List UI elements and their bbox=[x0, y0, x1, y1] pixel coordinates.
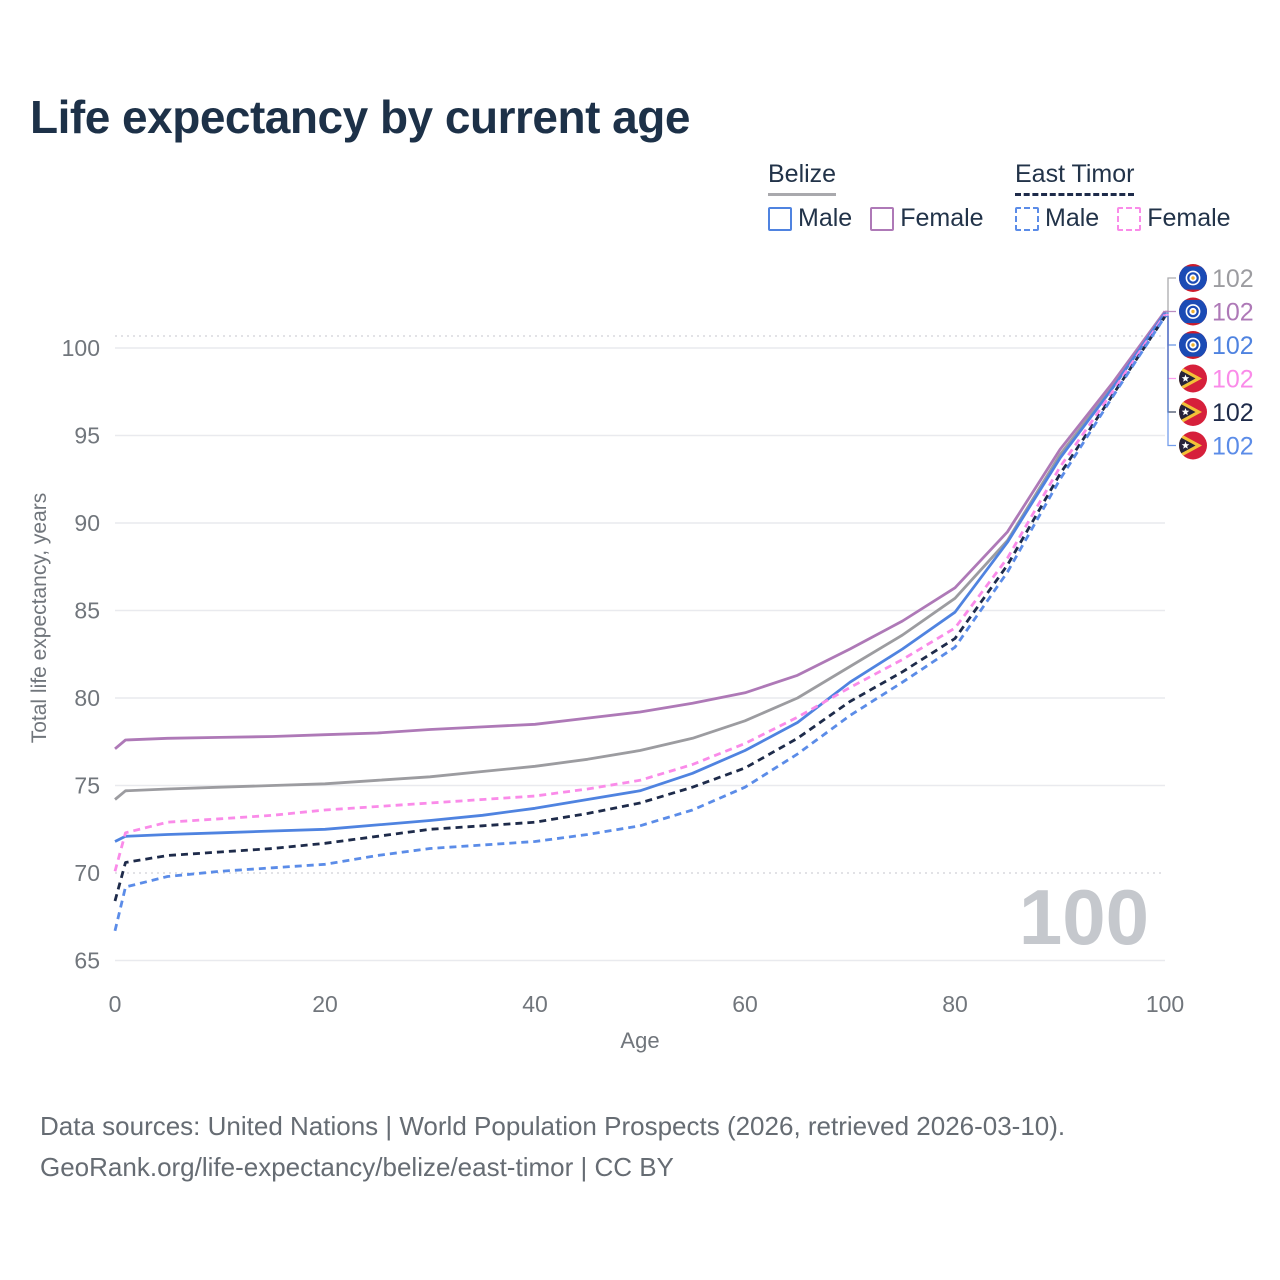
legend-group-underline bbox=[768, 193, 837, 196]
footer-data-sources: Data sources: United Nations | World Pop… bbox=[40, 1111, 1066, 1141]
legend-group-label: Belize bbox=[768, 160, 837, 188]
series-end-value-east-timor-female[interactable]: 102 bbox=[1212, 366, 1254, 394]
legend-group-east-timor: East Timor Male Female bbox=[1015, 160, 1231, 233]
legend-item-belize-female[interactable]: Female bbox=[870, 204, 984, 233]
legend-swatch-east-timor-male bbox=[1015, 206, 1039, 231]
x-tick-label: 0 bbox=[109, 991, 122, 1017]
y-tick-label: 100 bbox=[62, 335, 100, 361]
legend-swatch-belize-female bbox=[870, 206, 895, 231]
legend-group-label: East Timor bbox=[1015, 160, 1135, 188]
legend-group-title-belize[interactable]: Belize bbox=[768, 160, 837, 196]
y-axis-title: Total life expectancy, years bbox=[28, 493, 51, 744]
series-end-value-belize-male[interactable]: 102 bbox=[1212, 332, 1254, 360]
belize-flag-icon bbox=[1179, 331, 1207, 359]
series-end-value-east-timor-both-sexes[interactable]: 102 bbox=[1212, 399, 1254, 427]
series-end-value-east-timor-male[interactable]: 102 bbox=[1212, 433, 1254, 461]
series-line-east-timor-female[interactable] bbox=[113, 313, 1167, 872]
legend-group-belize: Belize Male Female bbox=[768, 160, 984, 233]
series-end-value-belize-both-sexes[interactable]: 102 bbox=[1212, 265, 1254, 293]
legend-swatch-east-timor-female bbox=[1117, 206, 1142, 231]
series-layer bbox=[113, 310, 1167, 932]
x-tick-label: 20 bbox=[312, 991, 338, 1017]
end-label-layer: 102 102 102 102 102 102 bbox=[1165, 264, 1254, 461]
legend-item-east-timor-male[interactable]: Male bbox=[1015, 204, 1099, 233]
east-timor-flag-icon bbox=[1179, 432, 1207, 460]
legend-item-east-timor-female[interactable]: Female bbox=[1117, 204, 1231, 233]
belize-flag-icon bbox=[1179, 264, 1207, 292]
y-tick-label: 85 bbox=[74, 598, 100, 624]
belize-flag-icon bbox=[1179, 298, 1207, 326]
series-line-belize-female[interactable] bbox=[114, 310, 1167, 750]
x-tick-label: 60 bbox=[732, 991, 758, 1017]
x-tick-label: 100 bbox=[1146, 991, 1184, 1017]
y-tick-label: 90 bbox=[74, 510, 100, 536]
y-tick-label: 65 bbox=[74, 948, 100, 974]
series-line-east-timor-both-sexes[interactable] bbox=[113, 315, 1167, 902]
x-axis-title: Age bbox=[620, 1028, 659, 1053]
east-timor-flag-icon bbox=[1179, 398, 1207, 426]
watermark-layer: 100 bbox=[1019, 873, 1149, 961]
end-label-leader bbox=[1165, 315, 1176, 413]
series-line-belize-male[interactable] bbox=[114, 312, 1167, 843]
y-tick-label: 75 bbox=[74, 773, 100, 799]
legend-item-belize-male[interactable]: Male bbox=[768, 204, 852, 233]
legend-item-label: Female bbox=[900, 204, 984, 232]
legend-group-underline bbox=[1015, 193, 1135, 196]
end-label-leader bbox=[1165, 315, 1176, 447]
legend-swatch-belize-male bbox=[768, 206, 792, 231]
legend-item-label: Female bbox=[1147, 204, 1231, 232]
axis-layer: 65 70 75 80 85 90 95 100 0 20 40 60 80 100 Age Total li… bbox=[28, 335, 1184, 1053]
y-tick-label: 70 bbox=[74, 860, 100, 886]
legend-item-label: Male bbox=[1045, 204, 1100, 232]
end-label-leader bbox=[1165, 314, 1176, 380]
page-title: Life expectancy by current age bbox=[30, 91, 690, 143]
footer-attribution: GeoRank.org/life-expectancy/belize/east-… bbox=[40, 1152, 674, 1182]
series-line-east-timor-male[interactable] bbox=[113, 315, 1167, 932]
y-tick-label: 80 bbox=[74, 685, 100, 711]
legend-item-label: Male bbox=[798, 204, 853, 232]
series-line-belize-both-sexes[interactable] bbox=[114, 312, 1167, 801]
y-tick-label: 95 bbox=[74, 423, 100, 449]
end-label-leader bbox=[1165, 277, 1176, 314]
legend-group-title-east-timor[interactable]: East Timor bbox=[1015, 160, 1135, 196]
x-tick-label: 80 bbox=[942, 991, 968, 1017]
series-end-value-belize-female[interactable]: 102 bbox=[1212, 299, 1254, 327]
end-label-leader bbox=[1165, 312, 1176, 346]
east-timor-flag-icon bbox=[1179, 365, 1207, 393]
footer: Data sources: United Nations | World Pop… bbox=[40, 1106, 1065, 1188]
age-watermark: 100 bbox=[1019, 873, 1149, 961]
x-tick-label: 40 bbox=[522, 991, 548, 1017]
